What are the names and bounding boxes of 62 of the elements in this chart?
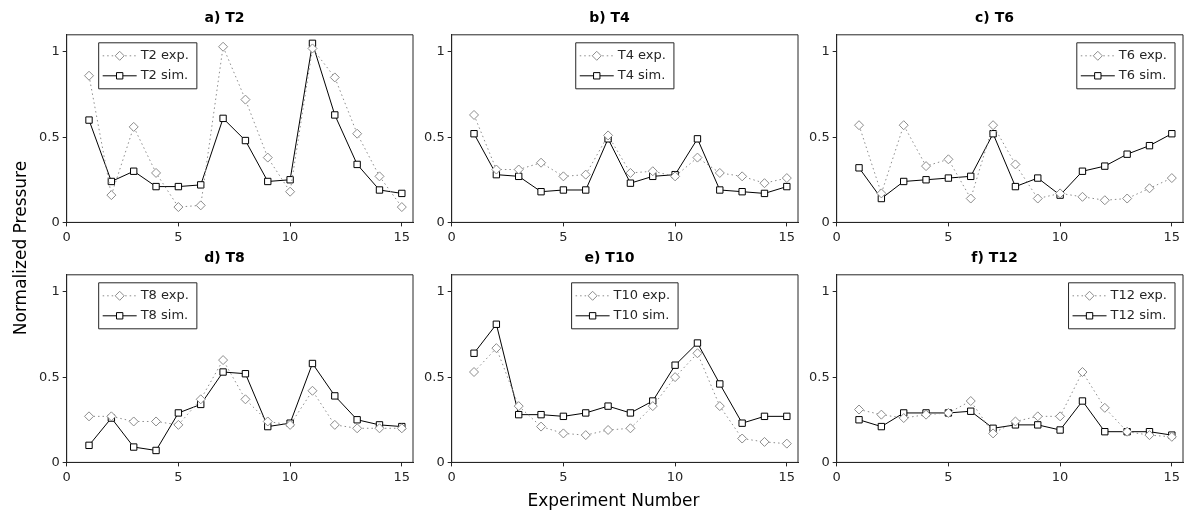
x-tick-label: 15 <box>778 228 796 244</box>
legend-label: T4 sim. <box>616 67 666 83</box>
x-tick-label: 0 <box>447 228 456 244</box>
y-tick-label: 0.5 <box>423 128 445 144</box>
x-tick-label: 0 <box>447 468 456 484</box>
chart-title: f) T12 <box>971 249 1018 266</box>
y-axis-title: Normalized Pressure <box>10 160 30 336</box>
legend-label: T8 sim. <box>139 307 189 323</box>
legend-label: T6 sim. <box>1117 67 1167 83</box>
y-tick-label: 0 <box>51 213 60 229</box>
y-tick-label: 1 <box>436 283 445 299</box>
y-tick-label: 0.5 <box>808 368 830 384</box>
x-tick-label: 5 <box>174 468 183 484</box>
x-tick-label: 10 <box>281 228 299 244</box>
x-tick-label: 0 <box>832 228 841 244</box>
legend-label: T12 sim. <box>1109 307 1167 323</box>
y-tick-label: 0.5 <box>38 368 60 384</box>
chart-title: b) T4 <box>589 9 631 26</box>
chart-title: e) T10 <box>584 249 635 266</box>
legend-label: T2 sim. <box>139 67 189 83</box>
y-tick-label: 1 <box>436 43 445 59</box>
y-tick-label: 0 <box>821 453 830 469</box>
legend-label: T10 sim. <box>612 307 670 323</box>
x-tick-label: 15 <box>778 468 796 484</box>
legend-label: T6 exp. <box>1117 47 1168 63</box>
x-tick-label: 10 <box>666 228 684 244</box>
legend-label: T4 exp. <box>616 47 666 63</box>
x-tick-label: 0 <box>832 468 841 484</box>
legend-label: T2 exp. <box>139 47 189 63</box>
y-tick-label: 1 <box>51 43 60 59</box>
x-tick-label: 5 <box>559 228 568 244</box>
y-tick-label: 0.5 <box>808 128 830 144</box>
y-tick-label: 1 <box>821 283 830 299</box>
x-axis-title: Experiment Number <box>526 490 701 510</box>
y-tick-label: 0 <box>436 453 445 469</box>
y-tick-label: 0 <box>51 453 60 469</box>
x-tick-label: 10 <box>666 468 684 484</box>
y-tick-label: 1 <box>821 43 830 59</box>
x-tick-label: 15 <box>393 228 411 244</box>
x-tick-label: 10 <box>1051 228 1069 244</box>
y-tick-label: 0.5 <box>423 368 445 384</box>
chart-title: d) T8 <box>204 249 245 266</box>
x-tick-label: 15 <box>393 468 411 484</box>
y-tick-label: 0 <box>436 213 445 229</box>
legend-label: T10 exp. <box>612 287 671 303</box>
x-tick-label: 10 <box>281 468 299 484</box>
y-tick-label: 1 <box>51 283 60 299</box>
x-tick-label: 15 <box>1163 228 1181 244</box>
y-tick-label: 0.5 <box>38 128 60 144</box>
x-tick-label: 5 <box>174 228 183 244</box>
x-tick-label: 5 <box>944 468 953 484</box>
x-tick-label: 0 <box>62 468 71 484</box>
x-tick-label: 5 <box>944 228 953 244</box>
y-tick-label: 0 <box>821 213 830 229</box>
x-tick-label: 10 <box>1051 468 1069 484</box>
x-tick-label: 0 <box>62 228 71 244</box>
chart-title: c) T6 <box>975 9 1014 26</box>
legend-label: T12 exp. <box>1109 287 1168 303</box>
legend-label: T8 exp. <box>139 287 189 303</box>
x-tick-label: 15 <box>1163 468 1181 484</box>
x-tick-label: 5 <box>559 468 568 484</box>
chart-title: a) T2 <box>204 9 245 26</box>
